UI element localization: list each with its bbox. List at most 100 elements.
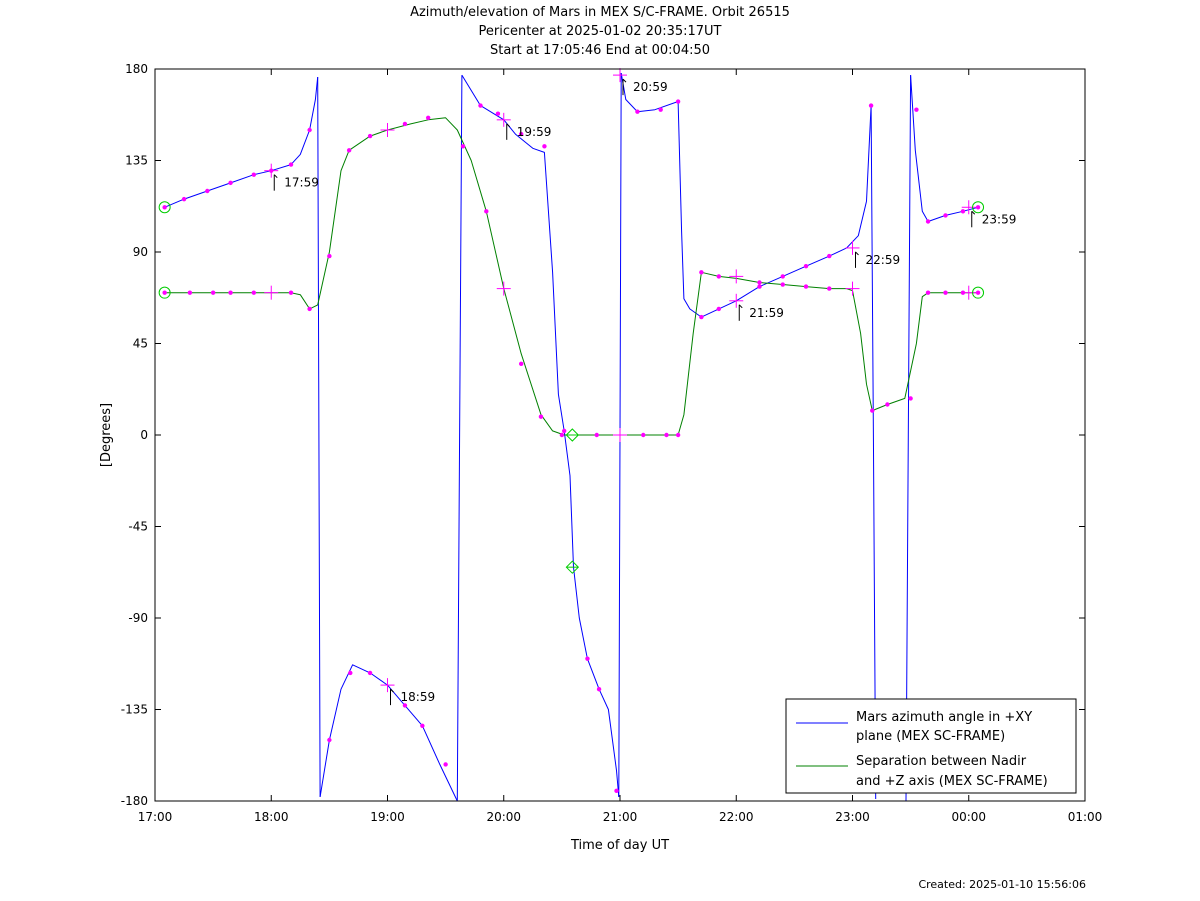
pericenter-marker xyxy=(565,428,580,442)
x-tick-label: 20:00 xyxy=(486,810,521,824)
separation-data-point xyxy=(975,290,981,295)
azimuth-data-point xyxy=(542,144,547,149)
separation-data-point xyxy=(228,290,233,295)
start-marker-circle xyxy=(158,201,171,214)
separation-data-point xyxy=(780,282,785,287)
azimuth-data-point xyxy=(635,109,640,114)
azimuth-data-point xyxy=(348,670,353,676)
separation-data-point xyxy=(885,402,890,407)
azimuth-data-point xyxy=(614,788,619,794)
separation-hour-cross xyxy=(613,428,627,442)
separation-data-point xyxy=(251,290,257,295)
separation-series-line xyxy=(164,117,978,436)
separation-data-point xyxy=(943,290,948,295)
annotation-pointer-head xyxy=(390,688,394,693)
end-marker-circle xyxy=(972,201,985,214)
plot-frame xyxy=(154,68,1086,802)
end-marker-circle xyxy=(972,286,985,299)
created-timestamp: Created: 2025-01-10 15:56:06 xyxy=(918,878,1086,891)
separation-data-point xyxy=(288,290,294,295)
azimuth-hour-cross xyxy=(729,293,744,308)
separation-data-point xyxy=(716,274,722,279)
y-tick-label: -90 xyxy=(128,611,148,625)
separation-data-point xyxy=(484,209,489,214)
separation-data-point xyxy=(518,361,524,367)
azimuth-data-point xyxy=(478,103,483,108)
annotation-pointer-head xyxy=(506,123,511,128)
separation-data-point xyxy=(367,133,373,139)
x-tick-label: 22:00 xyxy=(719,810,754,824)
azimuth-hour-cross xyxy=(613,68,627,83)
separation-data-point xyxy=(402,121,408,127)
hour-annotation: 23:59 xyxy=(971,210,1017,228)
separation-data-point xyxy=(664,432,669,438)
hour-annotation: 20:59 xyxy=(622,78,668,96)
azimuth-data-point xyxy=(716,306,722,312)
start-marker-circle xyxy=(158,286,171,299)
x-tick-label: 21:00 xyxy=(603,810,638,824)
azimuth-series-line xyxy=(319,664,458,802)
azimuth-hour-cross xyxy=(496,112,511,127)
legend-label-azimuth-line-2: plane (MEX SC-FRAME) xyxy=(856,729,1005,744)
separation-hour-cross xyxy=(380,123,395,137)
annotation-label: 23:59 xyxy=(982,212,1017,226)
tick-labels: 17:00 18:00 19:00 20:00 21:00 22:00 23:00 00:00… xyxy=(121,62,1103,824)
azimuth-data-point xyxy=(658,107,663,112)
x-tick-label: 19:00 xyxy=(370,810,405,824)
azimuth-data-point xyxy=(443,762,448,767)
annotation-layer: 17:59 18:59 19:59 20:59 21:59 22:59 23:59 xyxy=(273,78,1017,706)
azimuth-series-line xyxy=(905,75,912,802)
separation-data-point xyxy=(162,290,167,295)
x-tick-label: 01:00 xyxy=(1068,810,1103,824)
azimuth-data-point xyxy=(420,723,425,728)
azimuth-data-point xyxy=(675,99,681,104)
separation-data-point xyxy=(460,144,466,149)
annotation-label: 20:59 xyxy=(633,80,668,94)
pericenter-marker xyxy=(565,560,580,574)
azimuth-data-point xyxy=(495,111,501,116)
y-tick-label: 90 xyxy=(133,245,148,259)
y-tick-label: -135 xyxy=(121,703,148,717)
separation-hour-cross xyxy=(961,285,976,300)
separation-data-point xyxy=(307,306,312,312)
azimuth-data-point xyxy=(943,213,948,218)
y-tick-label: 135 xyxy=(125,154,148,168)
x-tick-label: 18:00 xyxy=(254,810,289,824)
annotation-label: 17:59 xyxy=(284,176,319,190)
y-axis-label: [Degrees] xyxy=(99,403,114,467)
separation-data-point xyxy=(699,270,704,275)
legend-label-separation-line-2: and +Z axis (MEX SC-FRAME) xyxy=(856,774,1048,789)
separation-data-point xyxy=(870,408,875,413)
azimuth-data-point xyxy=(228,180,233,186)
separation-data-point xyxy=(594,432,599,438)
annotation-label: 21:59 xyxy=(749,306,784,320)
separation-data-point xyxy=(827,286,832,291)
hour-annotation: 18:59 xyxy=(390,688,436,706)
separation-data-point xyxy=(675,432,681,438)
separation-data-point xyxy=(210,290,216,295)
annotation-label: 18:59 xyxy=(401,690,436,704)
separation-data-point xyxy=(538,414,544,419)
y-tick-label: 45 xyxy=(133,337,148,351)
azimuth-hour-cross xyxy=(845,240,860,255)
x-axis-label: Time of day UT xyxy=(570,838,669,853)
x-tick-label: 23:00 xyxy=(835,810,870,824)
annotation-label: 19:59 xyxy=(517,125,552,139)
azimuth-data-point xyxy=(327,737,332,743)
azimuth-data-point xyxy=(205,188,210,194)
azimuth-data-point xyxy=(596,686,602,692)
separation-data-point xyxy=(187,290,193,295)
azimuth-data-point xyxy=(975,205,981,210)
separation-data-point xyxy=(425,115,431,121)
azimuth-data-point xyxy=(307,127,312,133)
separation-data-point xyxy=(803,284,809,289)
marker-layer xyxy=(158,68,985,794)
x-tick-label: 00:00 xyxy=(951,810,986,824)
azimuth-series-line xyxy=(870,105,877,800)
separation-data-point xyxy=(908,396,913,401)
azimuth-data-point xyxy=(780,274,785,279)
y-tick-label: -180 xyxy=(121,794,148,808)
azimuth-data-point xyxy=(402,703,408,708)
azimuth-data-point xyxy=(181,196,187,202)
azimuth-series-line xyxy=(456,75,463,802)
